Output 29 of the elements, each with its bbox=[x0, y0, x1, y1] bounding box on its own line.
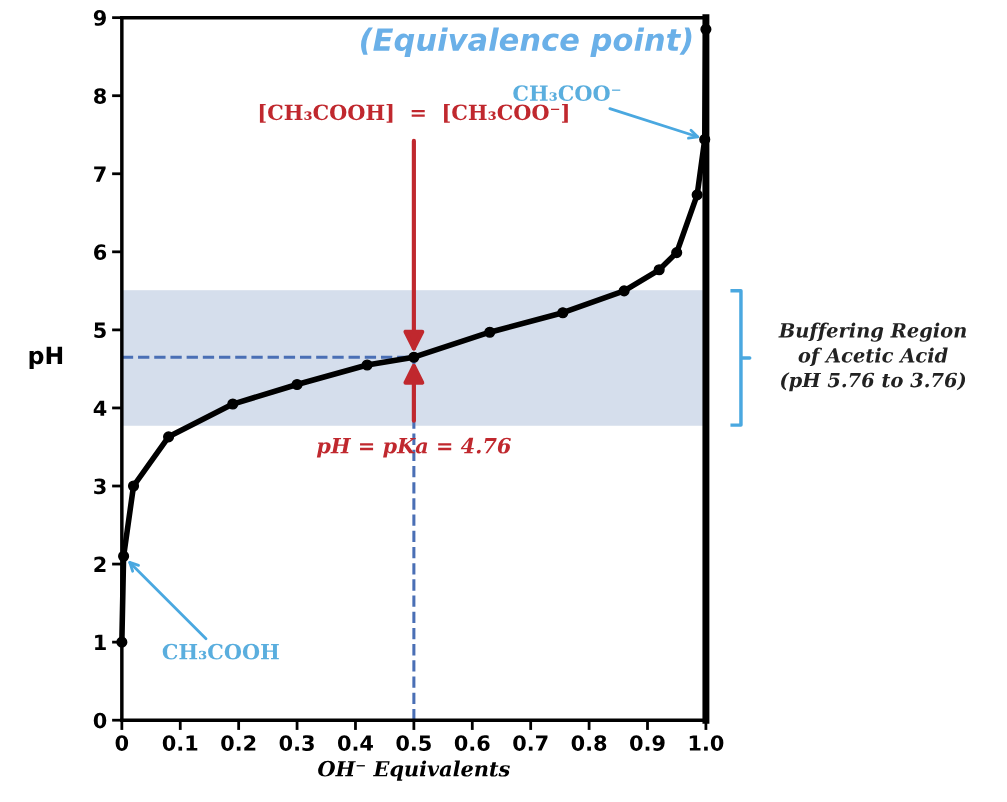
annotation: [CH₃COOH] = [CH₃COO⁻] bbox=[259, 104, 568, 123]
y-tick-label: 4 bbox=[93, 400, 107, 416]
y-tick-label: 1 bbox=[95, 634, 106, 651]
x-tick-label: 0.7 bbox=[513, 735, 548, 751]
y-axis-title: pH bbox=[29, 346, 63, 369]
y-tick-label: 8 bbox=[94, 88, 106, 104]
x-tick-label: 0.6 bbox=[454, 735, 490, 751]
x-tick-label: 0.2 bbox=[221, 735, 256, 751]
y-tick-label: 0 bbox=[93, 712, 107, 729]
y-tick-label: 6 bbox=[94, 244, 107, 261]
x-tick-label: 0.8 bbox=[571, 735, 607, 751]
annotation: pH = pKa = 4.76 bbox=[316, 437, 511, 458]
y-tick-label: 5 bbox=[94, 322, 106, 339]
x-tick-label: 1.0 bbox=[689, 735, 724, 751]
y-tick-label: 2 bbox=[94, 556, 106, 572]
annotation: CH₃COO⁻ bbox=[513, 85, 621, 102]
x-tick-label: 0.3 bbox=[279, 735, 314, 751]
text: Buffering Region of Acetic Acid (pH 5.76 to 3.76) bbox=[778, 322, 967, 392]
x-tick-label: 0.5 bbox=[396, 735, 431, 751]
x-tick-label: 0.4 bbox=[338, 735, 373, 751]
y-tick-label: 9 bbox=[93, 10, 106, 26]
y-tick-label: 3 bbox=[94, 478, 106, 495]
annotation: (Equivalence point) bbox=[361, 27, 692, 58]
x-tick-label: 0.9 bbox=[630, 735, 665, 751]
annotation: CH₃COOH bbox=[162, 643, 279, 660]
x-tick-label: 0 bbox=[115, 735, 129, 751]
y-tick-label: 7 bbox=[94, 166, 106, 182]
x-tick-label: 0.1 bbox=[162, 735, 198, 751]
x-axis-title: OH⁻ Equivalents bbox=[318, 760, 510, 781]
